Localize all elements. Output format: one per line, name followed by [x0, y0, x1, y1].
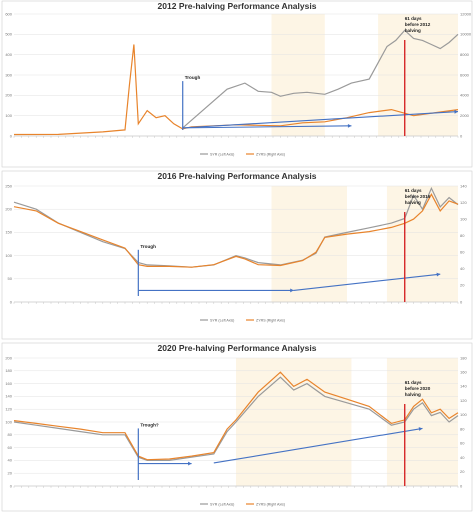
halving-label-line: before 2020 [405, 386, 431, 391]
trough-label: Trough [140, 244, 156, 249]
y-right-tick-label: 100 [460, 216, 467, 221]
chart-2012-panel: 2012 Pre-halving Performance Analysis 0 10… [1, 0, 473, 168]
y-left-tick-label: 100 [5, 113, 12, 118]
trend-arrow-head [418, 427, 423, 431]
chart-frame [1, 0, 473, 168]
trend-arrow [213, 427, 423, 464]
y-right-tick-label: 2000 [460, 113, 470, 118]
y-right-tick-label: 60 [460, 250, 465, 255]
y-right-tick-label: 40 [460, 266, 465, 271]
chart-title: 2016 Pre-halving Performance Analysis [158, 171, 317, 181]
trend-arrow-head [188, 461, 192, 466]
y-right-tick-label: 6000 [460, 72, 470, 77]
y-right-tick-label: 120 [460, 200, 467, 205]
halving-label-line: before 2012 [405, 22, 431, 27]
chart-2016-panel: 2016 Pre-halving Performance Analysis 0 50… [1, 170, 473, 340]
halving-label-line: halving [405, 200, 421, 205]
legend-label: SYR (Left Axis) [210, 152, 234, 156]
y-right-tick-label: 0 [460, 133, 463, 138]
y-left-tick-label: 180 [5, 368, 12, 373]
y-right-tick-label: 40 [460, 455, 465, 460]
y-right-tick-label: 4000 [460, 93, 470, 98]
y-right-tick-label: 180 [460, 355, 467, 360]
y-right-tick-label: 120 [460, 398, 467, 403]
y-right-tick-label: 60 [460, 441, 465, 446]
trough-label: Trough? [140, 422, 159, 427]
trend-arrow [182, 125, 352, 129]
y-left-tick-label: 250 [5, 183, 12, 188]
y-left-tick-label: 200 [5, 207, 12, 212]
y-right-tick-label: 140 [460, 384, 467, 389]
halving-label-line: 61 days [405, 16, 422, 21]
legend-label: SYR (Left Axis) [210, 502, 234, 506]
y-right-tick-label: 140 [460, 183, 467, 188]
chart-title: 2020 Pre-halving Performance Analysis [158, 343, 317, 353]
y-left-tick-label: 80 [8, 432, 13, 437]
y-left-tick-label: 20 [8, 471, 13, 476]
y-left-tick-label: 120 [5, 407, 12, 412]
y-left-tick-label: 140 [5, 394, 12, 399]
series-line-syr [13, 186, 459, 268]
trend-arrow-head [290, 288, 294, 293]
y-left-tick-label: 200 [5, 93, 12, 98]
y-left-tick-label: 50 [8, 276, 13, 281]
chart-2020-panel: 2020 Pre-halving Performance Analysis 0 20… [1, 342, 473, 512]
shaded-region [386, 186, 458, 302]
y-left-tick-label: 0 [10, 299, 13, 304]
y-left-tick-label: 0 [10, 133, 13, 138]
legend-label: SYR (Left Axis) [210, 318, 234, 322]
trough-label: Trough [185, 75, 201, 80]
y-right-tick-label: 12000 [460, 11, 472, 16]
y-right-tick-label: 0 [460, 299, 463, 304]
trend-arrow-head [347, 123, 352, 128]
y-right-tick-label: 10000 [460, 32, 472, 37]
y-left-tick-label: 100 [5, 419, 12, 424]
y-right-tick-label: 80 [460, 426, 465, 431]
y-right-tick-label: 80 [460, 233, 465, 238]
series-line-zyrs [13, 371, 459, 461]
y-right-tick-label: 160 [460, 370, 467, 375]
halving-label-line: 61 days [405, 380, 422, 385]
legend-label: ZYRS (Right Axis) [256, 152, 285, 156]
trend-arrow-head [454, 109, 458, 114]
series-line-syr [182, 29, 459, 129]
y-left-tick-label: 200 [5, 355, 12, 360]
halving-label-line: 61 days [405, 188, 422, 193]
trend-arrow [182, 111, 459, 129]
trend-arrow [293, 273, 441, 291]
halving-label-line: before 2016 [405, 194, 431, 199]
y-left-tick-label: 40 [8, 458, 13, 463]
y-right-tick-label: 20 [460, 283, 465, 288]
shaded-region [271, 186, 347, 302]
halving-label-line: halving [405, 28, 421, 33]
halving-label-line: halving [405, 392, 421, 397]
chart-frame [1, 342, 473, 512]
y-right-tick-label: 8000 [460, 52, 470, 57]
series-line-zyrs [13, 193, 459, 268]
y-left-tick-label: 400 [5, 52, 12, 57]
chart-title: 2012 Pre-halving Performance Analysis [158, 1, 317, 11]
chart-frame [1, 170, 473, 340]
y-right-tick-label: 20 [460, 469, 465, 474]
y-left-tick-label: 600 [5, 11, 12, 16]
y-right-tick-label: 0 [460, 483, 463, 488]
y-left-tick-label: 60 [8, 445, 13, 450]
series-line-syr [13, 376, 459, 461]
y-left-tick-label: 0 [10, 483, 13, 488]
legend-label: ZYRS (Right Axis) [256, 318, 285, 322]
legend-label: ZYRS (Right Axis) [256, 502, 285, 506]
trend-arrow-head [436, 272, 441, 277]
y-left-tick-label: 150 [5, 230, 12, 235]
y-right-tick-label: 100 [460, 412, 467, 417]
y-left-tick-label: 300 [5, 72, 12, 77]
y-left-tick-label: 160 [5, 381, 12, 386]
y-left-tick-label: 500 [5, 32, 12, 37]
y-left-tick-label: 100 [5, 253, 12, 258]
